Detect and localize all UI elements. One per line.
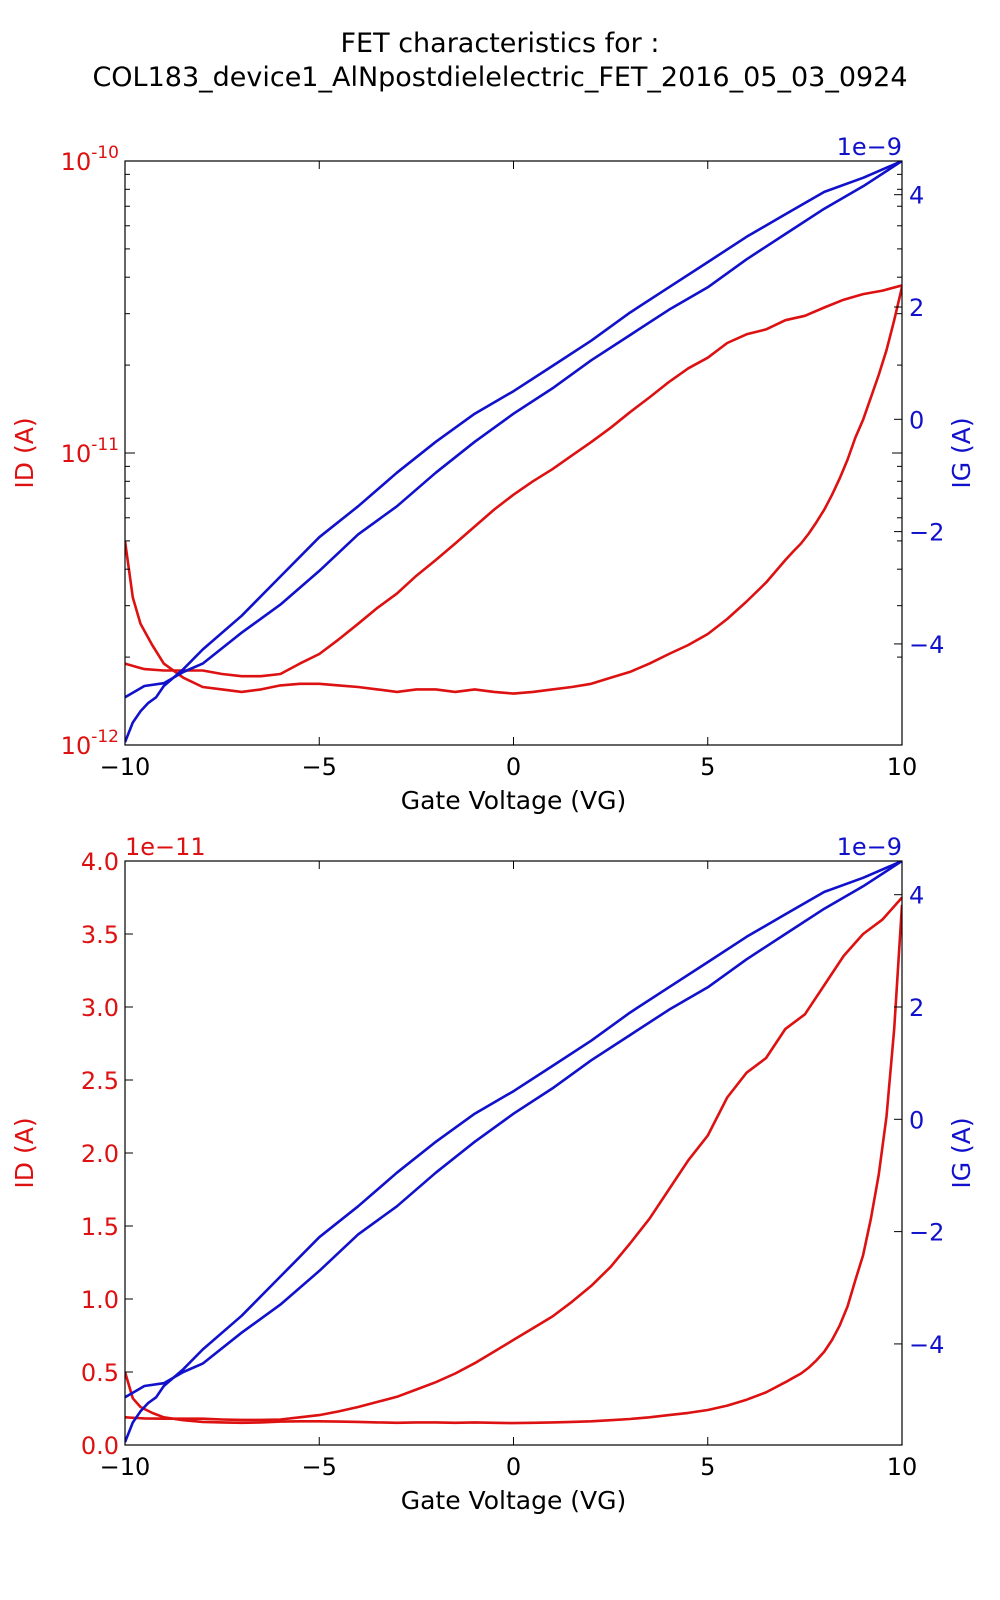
id-series-line-0 (125, 896, 902, 1422)
y-left-tick-label: 4.0 (81, 848, 119, 876)
x-axis-label: Gate Voltage (VG) (401, 786, 627, 815)
y-right-tick-label: 2 (909, 994, 924, 1022)
series-group (125, 861, 902, 1443)
y-right-tick-label: 0 (909, 406, 924, 434)
id-series-line-1 (125, 286, 902, 695)
y-right-tick-label: −2 (909, 519, 944, 547)
y-left-tick-label: 0.0 (81, 1432, 119, 1460)
y-left-tick-label: 2.0 (81, 1140, 119, 1168)
x-tick-label: 0 (506, 753, 521, 781)
x-tick-label: −10 (100, 1453, 151, 1481)
y-left-tick-label: 10-10 (61, 143, 119, 176)
y-left-tick-label: 1.5 (81, 1213, 119, 1241)
y-right-tick-label: 0 (909, 1106, 924, 1134)
y-left-tick-exponent: -12 (91, 727, 119, 747)
y-left-tick-base: 10 (61, 732, 92, 760)
ig-series-line-2 (125, 161, 902, 743)
y-left-tick-label: 3.5 (81, 921, 119, 949)
y-left-tick-base: 10 (61, 440, 92, 468)
y-left-axis-label: ID (A) (10, 1117, 39, 1188)
y-right-tick-label: −2 (909, 1219, 944, 1247)
y-left-tick-label: 3.0 (81, 994, 119, 1022)
y-right-offset-label: 1e−9 (837, 833, 902, 861)
y-left-tick-label: 2.5 (81, 1067, 119, 1095)
x-tick-label: 5 (700, 753, 715, 781)
y-left-tick-exponent: -10 (91, 143, 119, 163)
x-tick-label: 0 (506, 1453, 521, 1481)
ig-series-line-3 (125, 161, 902, 699)
x-axis-label: Gate Voltage (VG) (401, 1486, 627, 1515)
x-tick-label: 10 (887, 753, 918, 781)
figure-title-line2: COL183_device1_AlNpostdielelectric_FET_2… (92, 62, 907, 93)
y-right-offset-label: 1e−9 (837, 133, 902, 161)
y-left-tick-label: 0.5 (81, 1359, 119, 1387)
y-right-tick-label: 4 (909, 882, 924, 910)
x-tick-label: 5 (700, 1453, 715, 1481)
y-left-tick-exponent: -11 (91, 435, 119, 455)
plot-frame (124, 860, 903, 1446)
series-group (125, 161, 902, 743)
ig-series-line-3 (125, 861, 902, 1399)
figure-title-line1: FET characteristics for : (341, 28, 660, 59)
y-left-tick-label: 10-11 (61, 435, 119, 468)
bottom-chart-linear-scale: −10 −5 0 5 10 Gate Voltage (VG) 4.0 3.5 3.0 2.5 2.… (10, 833, 976, 1515)
y-right-axis-label: IG (A) (947, 417, 976, 488)
ig-series-line-2 (125, 861, 902, 1443)
id-series-line-1 (125, 904, 902, 1425)
x-tick-label: −5 (302, 753, 337, 781)
id-series-line-0 (125, 284, 902, 678)
y-left-axis-label: ID (A) (10, 417, 39, 488)
y-right-tick-label: −4 (909, 631, 944, 659)
x-tick-label: −5 (302, 1453, 337, 1481)
y-right-tick-label: 4 (909, 182, 924, 210)
y-right-axis-label: IG (A) (947, 1117, 976, 1188)
x-tick-label: 10 (887, 1453, 918, 1481)
y-left-tick-label: 1.0 (81, 1286, 119, 1314)
y-left-offset-label: 1e−11 (125, 833, 206, 861)
y-left-tick-label: 10-12 (61, 727, 119, 760)
y-left-tick-base: 10 (61, 148, 92, 176)
y-right-tick-label: 2 (909, 294, 924, 322)
y-right-tick-label: −4 (909, 1331, 944, 1359)
plot-frame (124, 160, 903, 746)
x-tick-label: −10 (100, 753, 151, 781)
